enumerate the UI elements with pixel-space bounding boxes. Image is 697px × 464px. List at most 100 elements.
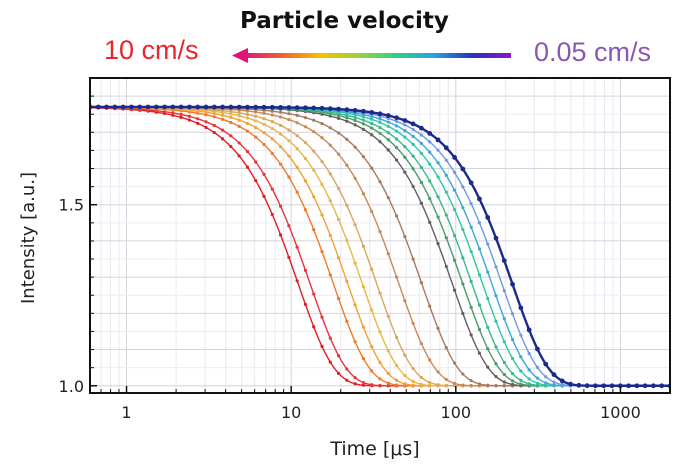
data-point <box>394 378 399 382</box>
data-point <box>510 356 515 361</box>
data-point <box>303 141 308 145</box>
data-point <box>394 363 399 367</box>
data-point <box>519 382 523 386</box>
data-point <box>527 351 531 356</box>
data-point <box>254 160 258 164</box>
data-point <box>535 365 540 369</box>
data-point <box>370 209 374 214</box>
data-point <box>171 113 175 117</box>
data-point <box>303 156 308 161</box>
data-point <box>353 340 357 344</box>
data-point <box>336 131 341 135</box>
data-point <box>361 108 366 114</box>
data-point <box>237 118 241 122</box>
data-point <box>394 137 399 141</box>
data-point <box>494 265 498 269</box>
data-point <box>295 190 299 194</box>
data-point <box>328 199 332 203</box>
data-point <box>428 140 432 144</box>
data-point <box>552 383 556 387</box>
data-point <box>229 115 233 120</box>
data-point <box>220 113 225 117</box>
data-point <box>344 107 350 113</box>
data-point <box>270 127 274 131</box>
data-point <box>287 139 291 143</box>
data-point <box>461 227 465 232</box>
data-point <box>361 244 366 248</box>
data-point <box>336 256 341 260</box>
data-point <box>378 383 382 388</box>
data-point <box>336 354 341 358</box>
data-point <box>560 382 564 387</box>
data-point <box>419 151 424 155</box>
data-point <box>345 378 349 382</box>
chart-title: Particle velocity <box>240 8 449 34</box>
data-point <box>485 215 491 220</box>
plot-frame <box>89 77 671 394</box>
data-point <box>187 104 192 110</box>
data-point <box>345 319 349 323</box>
data-point <box>312 195 316 199</box>
data-point <box>303 208 308 212</box>
data-point <box>386 196 390 200</box>
data-point <box>336 152 341 156</box>
data-point <box>278 204 283 208</box>
data-point <box>162 104 167 110</box>
data-point <box>386 120 390 124</box>
data-point <box>411 257 415 261</box>
data-point <box>294 105 300 111</box>
data-point <box>311 105 317 111</box>
data-point <box>411 321 415 325</box>
data-point <box>287 224 291 228</box>
data-point <box>428 179 432 183</box>
data-point <box>403 373 407 378</box>
data-point <box>527 382 531 386</box>
data-point <box>494 362 498 366</box>
data-point <box>469 333 473 337</box>
data-point <box>411 127 415 132</box>
data-point <box>254 135 258 139</box>
data-point <box>394 158 399 162</box>
data-point <box>303 125 308 129</box>
data-point <box>452 170 457 175</box>
data-point <box>642 383 648 389</box>
data-point <box>544 375 548 379</box>
data-point <box>212 111 216 116</box>
data-point <box>452 361 457 365</box>
data-point <box>370 126 374 130</box>
data-point <box>419 201 424 205</box>
data-point <box>245 165 250 169</box>
velocity-arrow <box>232 48 511 63</box>
data-point <box>278 110 283 114</box>
data-point <box>220 117 225 121</box>
data-point <box>328 360 332 364</box>
data-point <box>270 120 274 124</box>
data-point <box>361 122 366 126</box>
y-axis-title: Intensity [a.u.] <box>18 172 39 304</box>
data-point <box>378 180 382 184</box>
plot-curves <box>90 104 670 389</box>
data-point <box>312 292 316 296</box>
data-point <box>403 145 407 149</box>
data-point <box>153 104 159 110</box>
data-point <box>179 112 183 117</box>
data-point <box>254 110 258 114</box>
data-point <box>204 125 208 130</box>
series-15 <box>90 104 670 389</box>
data-point <box>394 335 399 339</box>
x-axis-title: Time [μs] <box>329 438 419 460</box>
data-point <box>469 249 473 254</box>
data-point <box>369 109 375 115</box>
data-point <box>336 116 341 120</box>
data-point <box>278 162 283 166</box>
data-point <box>370 133 374 137</box>
data-point <box>145 104 151 110</box>
data-point <box>527 368 531 372</box>
data-point <box>609 383 615 389</box>
data-point <box>378 377 382 381</box>
data-point <box>345 238 349 243</box>
data-point <box>519 355 523 359</box>
data-point <box>444 173 448 177</box>
data-point <box>203 104 209 110</box>
data-point <box>519 369 523 373</box>
